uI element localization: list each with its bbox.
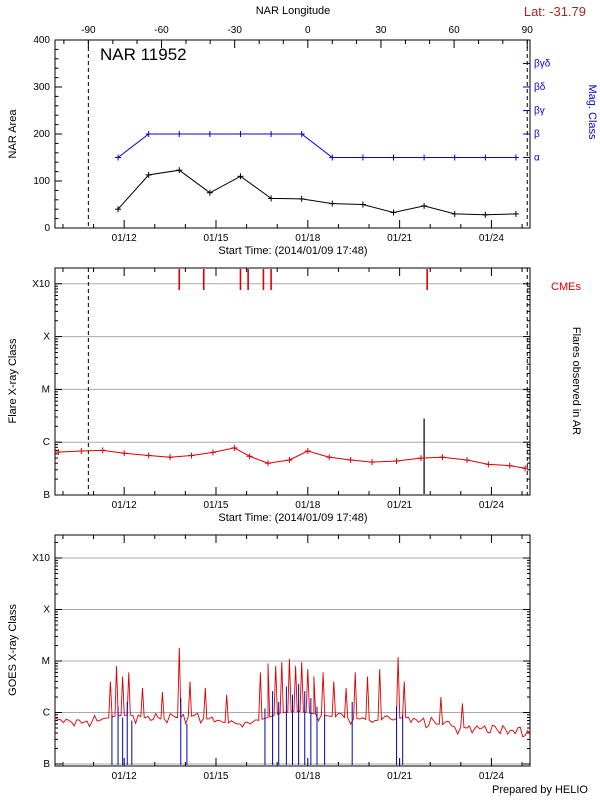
y-decade-label: M	[42, 656, 50, 667]
panel1-x-axis-title: Start Time: (2014/01/09 17:48)	[218, 245, 367, 257]
top-axis-title: NAR Longitude	[256, 5, 331, 17]
x-tick-label: 01/24	[479, 771, 504, 782]
panel1-title: NAR 11952	[100, 45, 187, 64]
x-tick-label: 01/21	[387, 500, 412, 511]
y-decade-label: X10	[32, 279, 50, 290]
y-decade-label: M	[42, 384, 50, 395]
mag-level-label: β	[534, 129, 540, 140]
y-tick-label: 400	[33, 35, 50, 46]
x-tick-label: 01/18	[295, 771, 320, 782]
mag-level-label: βγδ	[534, 59, 551, 70]
cme-axis-label: CMEs	[551, 281, 581, 293]
panel2-right-axis-title: Flares observed in AR	[570, 327, 582, 435]
y-tick-label: 300	[33, 82, 50, 93]
longitude-tick-label: 60	[449, 25, 461, 36]
panel-nar-area: NAR Longitude NAR 11952 NAR Area Mag. Cl…	[7, 5, 598, 257]
y-decade-label: X10	[32, 553, 50, 564]
x-tick-label: 01/21	[387, 233, 412, 244]
x-tick-label: 01/18	[295, 500, 320, 511]
panel-flare-history: Flare X-ray Class CMEs Flares observed i…	[7, 267, 582, 524]
y-tick-label: 0	[44, 223, 50, 234]
panel3-plot-layer: B C M X X10 01/12 01/15 01/18 01/21 01/24	[32, 535, 531, 782]
panel2-y-axis-title: Flare X-ray Class	[7, 338, 19, 423]
y-tick-label: 200	[33, 129, 50, 140]
panel2-x-axis-title: Start Time: (2014/01/09 17:48)	[218, 512, 367, 524]
credit-line: Prepared by HELIO	[492, 784, 588, 796]
x-tick-label: 01/15	[203, 771, 228, 782]
panel-goes-xray: GOES X-ray Class B C M X X10 01/12 01/15 01/18 0…	[7, 534, 531, 782]
panel2-frame	[54, 267, 531, 496]
mag-class-series	[117, 133, 516, 158]
y-tick-label: 100	[33, 176, 50, 187]
y-decade-label: B	[43, 490, 50, 501]
x-tick-label: 01/15	[203, 500, 228, 511]
x-tick-label: 01/12	[112, 771, 137, 782]
longitude-tick-label: -30	[227, 25, 242, 36]
x-tick-label: 01/18	[295, 233, 320, 244]
longitude-tick-label: 90	[522, 25, 534, 36]
mag-level-label: βδ	[534, 82, 546, 93]
longitude-tick-label: 30	[375, 25, 387, 36]
nar-area-series	[117, 169, 516, 216]
longitude-tick-label: -90	[81, 25, 96, 36]
x-tick-label: 01/24	[479, 500, 504, 511]
goes-xray-series	[54, 647, 531, 738]
panel1-right-axis-title: Mag. Class	[586, 84, 598, 140]
x-tick-label: 01/21	[387, 771, 412, 782]
mag-level-label: βγ	[534, 106, 545, 117]
x-tick-label: 01/12	[112, 500, 137, 511]
x-tick-label: 01/15	[203, 233, 228, 244]
longitude-tick-label: -60	[154, 25, 169, 36]
y-decade-label: B	[43, 759, 50, 770]
mag-level-label: α	[534, 153, 540, 164]
panel3-frame	[54, 534, 531, 767]
flare-history-series	[58, 447, 526, 469]
x-tick-label: 01/24	[479, 233, 504, 244]
panel2-plot-layer: B C M X X10 01/12 01/15 01/18 01/21 01/24	[32, 268, 530, 511]
panel1-y-axis-title: NAR Area	[7, 109, 19, 159]
latitude-readout: Lat: -31.79	[524, 4, 586, 19]
y-decade-label: X	[43, 332, 50, 343]
panel3-y-axis-title: GOES X-ray Class	[7, 604, 19, 696]
y-decade-label: C	[43, 708, 50, 719]
y-decade-label: X	[43, 605, 50, 616]
x-tick-label: 01/12	[112, 233, 137, 244]
longitude-tick-label: 0	[305, 25, 311, 36]
y-decade-label: C	[43, 437, 50, 448]
